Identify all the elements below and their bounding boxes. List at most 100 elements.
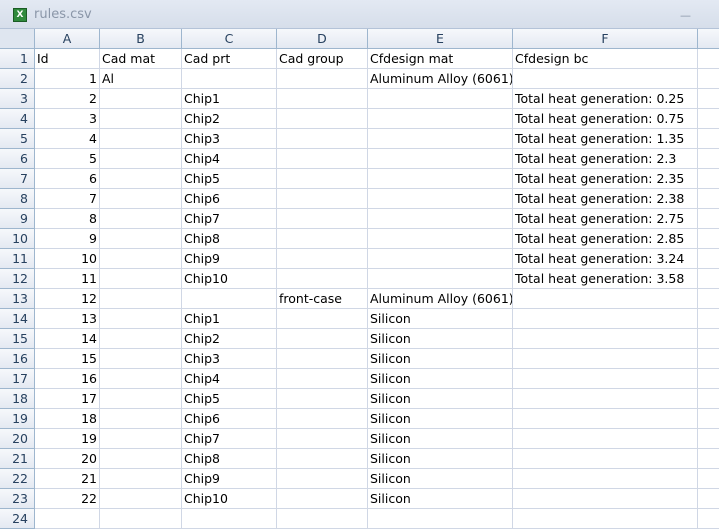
cell[interactable] (368, 229, 513, 249)
row-header[interactable]: 16 (0, 349, 35, 369)
cell[interactable]: Al (100, 69, 182, 89)
cell[interactable] (513, 369, 698, 389)
cell[interactable]: Aluminum Alloy (6061) (368, 69, 513, 89)
cell[interactable]: Cad mat (100, 49, 182, 69)
column-header-C[interactable]: C (182, 29, 277, 49)
cell[interactable]: Chip9 (182, 469, 277, 489)
cell[interactable] (368, 169, 513, 189)
cell[interactable] (368, 89, 513, 109)
cell[interactable]: 9 (35, 229, 100, 249)
row-header[interactable]: 5 (0, 129, 35, 149)
cell[interactable]: Total heat generation: 0.75 (513, 109, 698, 129)
cell[interactable] (277, 249, 368, 269)
cell[interactable] (698, 349, 719, 369)
cell[interactable] (698, 169, 719, 189)
cell[interactable]: 17 (35, 389, 100, 409)
cell[interactable] (513, 409, 698, 429)
cell[interactable]: 22 (35, 489, 100, 509)
cell[interactable] (277, 209, 368, 229)
cell[interactable] (100, 429, 182, 449)
cell[interactable]: 19 (35, 429, 100, 449)
cell[interactable] (277, 409, 368, 429)
cell[interactable] (698, 389, 719, 409)
cell[interactable] (100, 449, 182, 469)
cell[interactable] (100, 269, 182, 289)
cell[interactable] (100, 209, 182, 229)
cell[interactable] (698, 229, 719, 249)
cell[interactable] (277, 149, 368, 169)
cell[interactable]: Aluminum Alloy (6061) (368, 289, 513, 309)
cell[interactable]: Chip7 (182, 209, 277, 229)
cell[interactable] (698, 149, 719, 169)
row-header[interactable]: 1 (0, 49, 35, 69)
cell[interactable] (100, 469, 182, 489)
cell[interactable]: Cad prt (182, 49, 277, 69)
row-header[interactable]: 7 (0, 169, 35, 189)
cell[interactable]: Total heat generation: 2.75 (513, 209, 698, 229)
row-header[interactable]: 4 (0, 109, 35, 129)
cell[interactable] (100, 229, 182, 249)
cell[interactable]: Cfdesign bc (513, 49, 698, 69)
cell[interactable] (698, 289, 719, 309)
cell[interactable]: Total heat generation: 2.38 (513, 189, 698, 209)
cell[interactable] (277, 469, 368, 489)
cell[interactable] (100, 109, 182, 129)
cell[interactable]: Chip3 (182, 349, 277, 369)
cell[interactable] (277, 189, 368, 209)
cell[interactable] (100, 129, 182, 149)
cell[interactable] (277, 369, 368, 389)
cell[interactable]: Chip8 (182, 229, 277, 249)
cell[interactable] (277, 269, 368, 289)
row-header[interactable]: 11 (0, 249, 35, 269)
cell[interactable]: Chip7 (182, 429, 277, 449)
cell[interactable]: Silicon (368, 449, 513, 469)
cell[interactable]: Chip5 (182, 169, 277, 189)
cell[interactable] (277, 489, 368, 509)
cell[interactable]: Chip10 (182, 489, 277, 509)
cell[interactable]: Silicon (368, 329, 513, 349)
cell[interactable] (100, 389, 182, 409)
cell[interactable]: 10 (35, 249, 100, 269)
cell[interactable] (698, 189, 719, 209)
cell[interactable]: Total heat generation: 2.3 (513, 149, 698, 169)
cell[interactable]: Chip2 (182, 329, 277, 349)
row-header[interactable]: 14 (0, 309, 35, 329)
cell[interactable] (100, 349, 182, 369)
row-header[interactable]: 10 (0, 229, 35, 249)
cell[interactable] (100, 369, 182, 389)
cell[interactable] (277, 329, 368, 349)
cell[interactable] (698, 449, 719, 469)
cell[interactable]: Total heat generation: 0.25 (513, 89, 698, 109)
cell[interactable]: Chip6 (182, 409, 277, 429)
cell[interactable] (100, 509, 182, 529)
minimize-button[interactable]: — (680, 9, 691, 22)
cell[interactable]: Total heat generation: 3.24 (513, 249, 698, 269)
cell[interactable] (100, 329, 182, 349)
cell[interactable] (368, 249, 513, 269)
row-header[interactable]: 3 (0, 89, 35, 109)
cell[interactable]: 3 (35, 109, 100, 129)
cell[interactable] (368, 189, 513, 209)
row-header[interactable]: 17 (0, 369, 35, 389)
cell[interactable]: 8 (35, 209, 100, 229)
row-header[interactable]: 21 (0, 449, 35, 469)
cell[interactable] (513, 449, 698, 469)
cell[interactable] (277, 309, 368, 329)
cell[interactable]: Total heat generation: 2.35 (513, 169, 698, 189)
cell[interactable]: 16 (35, 369, 100, 389)
cell[interactable]: 4 (35, 129, 100, 149)
cell[interactable]: front-case (277, 289, 368, 309)
cell[interactable] (698, 69, 719, 89)
cell[interactable]: 1 (35, 69, 100, 89)
cell[interactable] (698, 269, 719, 289)
cell[interactable]: Silicon (368, 429, 513, 449)
cell[interactable]: Silicon (368, 409, 513, 429)
cell[interactable] (698, 469, 719, 489)
cell[interactable]: Chip2 (182, 109, 277, 129)
cell[interactable]: 18 (35, 409, 100, 429)
cell[interactable] (277, 429, 368, 449)
cell[interactable] (368, 269, 513, 289)
cell[interactable]: Silicon (368, 369, 513, 389)
cell[interactable] (277, 389, 368, 409)
cell[interactable] (513, 509, 698, 529)
